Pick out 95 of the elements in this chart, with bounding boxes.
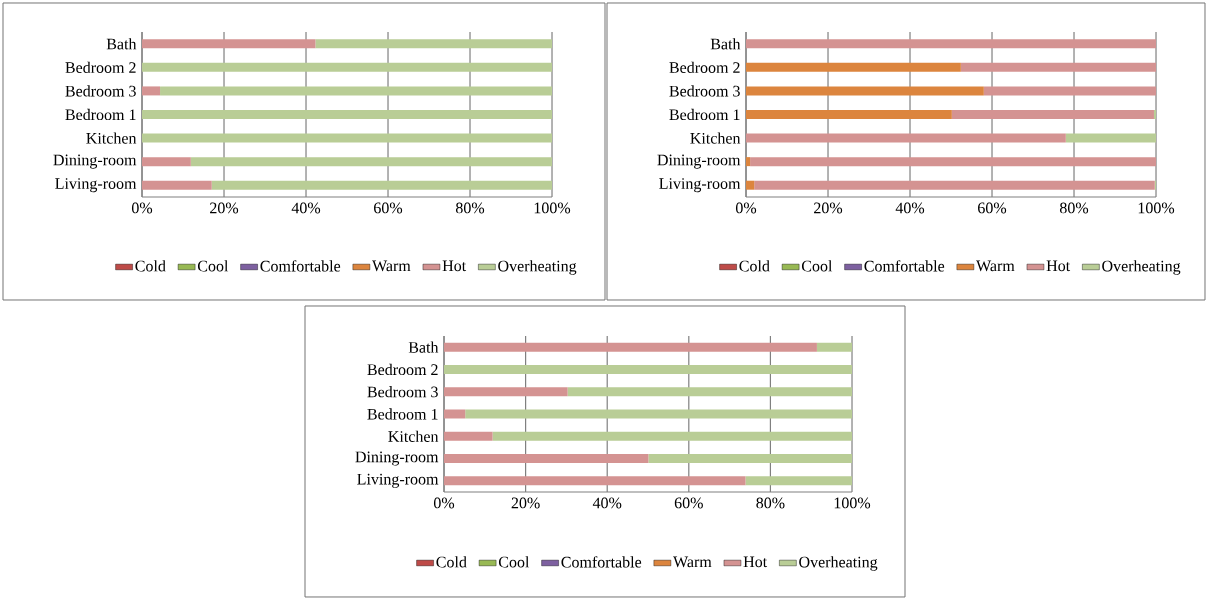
bar	[746, 109, 952, 119]
bar	[983, 86, 1157, 96]
legend-label: Cold	[436, 556, 467, 568]
y-tick-label: Bedroom 1	[669, 108, 740, 121]
bar	[746, 157, 751, 167]
bar	[745, 476, 853, 486]
bar	[142, 133, 553, 143]
legend-label: Cold	[135, 260, 166, 272]
legend-label: Cold	[739, 260, 770, 272]
x-tick-label: 20%	[814, 202, 843, 214]
legend-label: Overheating	[1102, 260, 1181, 275]
y-tick-label: Bedroom 2	[367, 363, 438, 376]
bar	[465, 409, 853, 419]
bar	[746, 39, 1157, 49]
x-tick-label: 40%	[291, 202, 321, 214]
bar	[315, 39, 553, 49]
y-tick-label: Kitchen	[388, 430, 439, 442]
y-tick-label: Bedroom 2	[65, 61, 136, 73]
legend-label: Overheating	[799, 556, 878, 571]
bar	[1065, 133, 1157, 143]
bar	[567, 387, 853, 397]
legend-label: Cool	[197, 260, 229, 272]
bar	[1153, 109, 1157, 119]
legend-label: Hot	[743, 556, 768, 568]
bar	[754, 180, 1155, 190]
legend-label: Warm	[673, 556, 712, 568]
bar	[492, 431, 853, 441]
y-tick-label: Kitchen	[86, 132, 137, 144]
y-tick-label: Kitchen	[690, 132, 741, 144]
bar	[142, 157, 191, 167]
y-tick-label: Living-room	[659, 178, 741, 193]
bar	[746, 133, 1066, 143]
bar	[746, 86, 984, 96]
legend-label: Cool	[498, 556, 530, 568]
x-tick-label: 80%	[756, 497, 785, 509]
legend-label: Warm	[372, 260, 411, 272]
x-tick-label: 20%	[511, 497, 540, 509]
x-tick-label: 60%	[978, 202, 1007, 214]
bar	[142, 109, 553, 119]
legend-label: Cool	[801, 260, 833, 272]
legend-label: Hot	[1046, 260, 1071, 272]
bar	[444, 476, 746, 486]
y-tick-label: Living-room	[55, 178, 137, 193]
bar	[746, 180, 755, 190]
y-tick-label: Bedroom 1	[367, 408, 438, 420]
bar	[816, 342, 853, 352]
y-tick-label: Bath	[408, 341, 439, 353]
x-tick-label: 0%	[131, 202, 153, 214]
bar	[960, 62, 1157, 72]
y-tick-label: Bedroom 3	[669, 85, 740, 97]
bar	[444, 409, 466, 419]
legend-label: Overheating	[498, 260, 577, 275]
bar	[951, 109, 1154, 119]
bar	[444, 431, 493, 441]
bar	[211, 180, 553, 190]
y-tick-label: Bedroom 1	[65, 108, 136, 121]
x-tick-label: 0%	[735, 202, 757, 214]
y-tick-label: Dining-room	[657, 154, 741, 169]
bar	[444, 387, 568, 397]
x-tick-label: 40%	[592, 497, 622, 509]
y-tick-label: Dining-room	[355, 451, 439, 466]
bar	[444, 342, 817, 352]
x-tick-label: 60%	[674, 497, 703, 509]
legend-label: Comfortable	[864, 260, 945, 272]
y-tick-label: Living-room	[357, 473, 439, 488]
bar	[190, 157, 553, 167]
x-tick-label: 40%	[895, 202, 925, 214]
x-tick-label: 80%	[1059, 202, 1089, 214]
bar	[142, 180, 212, 190]
bar	[142, 62, 553, 72]
x-tick-label: 80%	[455, 202, 485, 214]
legend-label: Comfortable	[260, 260, 341, 272]
bar	[444, 364, 853, 374]
x-tick-label: 60%	[374, 202, 403, 214]
bar	[160, 86, 553, 96]
legend-label: Hot	[442, 260, 467, 272]
legend-label: Comfortable	[561, 556, 642, 568]
bar	[648, 454, 853, 464]
x-tick-label: 20%	[210, 202, 239, 214]
y-tick-label: Dining-room	[53, 154, 137, 169]
x-tick-label: 100%	[534, 202, 571, 214]
x-tick-label: 100%	[1138, 202, 1175, 214]
bar	[142, 86, 161, 96]
bar	[142, 39, 316, 49]
y-tick-label: Bath	[106, 38, 137, 50]
y-tick-label: Bedroom 3	[367, 386, 438, 398]
bar	[444, 454, 649, 464]
bar	[750, 157, 1157, 167]
x-tick-label: 100%	[834, 497, 871, 509]
legend-label: Warm	[976, 260, 1015, 272]
bar	[746, 62, 961, 72]
y-tick-label: Bedroom 3	[65, 85, 136, 97]
y-tick-label: Bath	[710, 38, 741, 50]
y-tick-label: Bedroom 2	[669, 61, 740, 73]
x-tick-label: 0%	[433, 497, 455, 509]
